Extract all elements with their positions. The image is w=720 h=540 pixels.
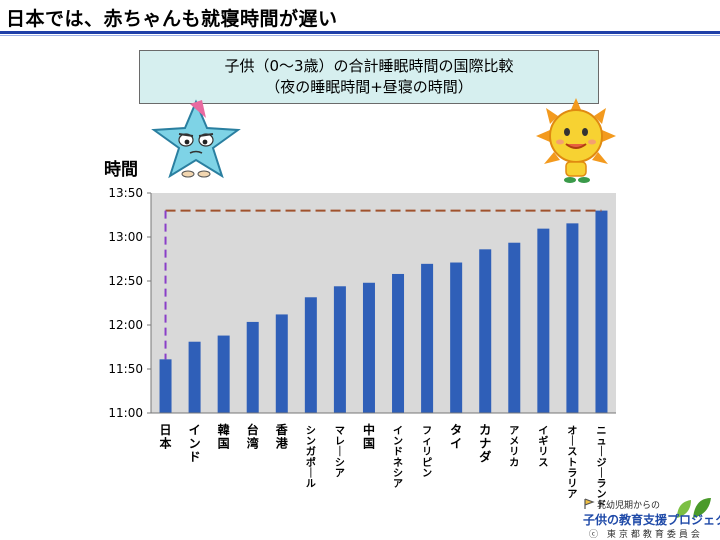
x-tick-label: フィリピン: [422, 425, 432, 479]
bar: [479, 249, 492, 413]
chart-title-line1: 子供（0〜3歳）の合計睡眠時間の国際比較: [224, 57, 514, 75]
y-axis: 11:00 11:50 12:00 12:50 13:00 13:50: [108, 186, 152, 420]
sun-mascot-icon: [536, 98, 616, 183]
tokyo-education-logo: 乳幼児期からの 子供の教育支援プロジェクト ⓒ 東京都教育委員会: [583, 496, 720, 540]
bar: [392, 273, 405, 413]
bar: [304, 297, 317, 413]
bar: [537, 228, 550, 413]
bars: [151, 210, 616, 414]
logo-line1: 乳幼児期からの: [597, 501, 661, 511]
bar: [217, 335, 230, 413]
reference-line: [164, 209, 602, 360]
x-tick-label: 香港: [275, 422, 289, 451]
y-axis-title: 時間: [104, 160, 138, 180]
chart-title-box: 子供（0〜3歳）の合計睡眠時間の国際比較 （夜の睡眠時間+昼寝の時間）: [139, 50, 599, 104]
x-tick-label: インドネシア: [393, 425, 403, 490]
leaf-icon: [677, 498, 711, 518]
logo-line2: 子供の教育支援プロジェクト: [583, 513, 720, 527]
bar: [450, 262, 463, 413]
bar: [566, 223, 579, 413]
x-tick-label: タイ: [450, 423, 462, 451]
title-underline: [0, 31, 720, 34]
x-tick-label: シンガポ｜ル: [306, 425, 316, 490]
x-tick-label: 中国: [363, 422, 375, 451]
bar: [421, 263, 434, 413]
chart-title-line2: （夜の睡眠時間+昼寝の時間）: [265, 78, 473, 96]
x-tick-label: イギリス: [538, 425, 548, 469]
bar: [508, 242, 521, 413]
x-tick-label: オ｜ストラリア: [567, 425, 577, 501]
x-tick-label: 韓国: [218, 422, 230, 451]
bar: [333, 286, 346, 413]
bar: [246, 321, 259, 413]
x-tick-label: 日本: [160, 423, 172, 451]
bar: [159, 359, 172, 413]
x-tick-label: インド: [189, 423, 201, 464]
bar: [595, 210, 608, 413]
y-tick-label: 13:50: [108, 186, 143, 200]
y-tick-label: 11:00: [108, 406, 143, 420]
slide-title: 日本では、赤ちゃんも就寝時間が遅い: [6, 8, 338, 30]
y-tick-label: 13:00: [108, 230, 143, 244]
star-mascot-icon: [151, 99, 241, 179]
bar: [275, 314, 288, 413]
x-tick-label: 台湾: [247, 422, 259, 451]
bar: [188, 341, 201, 413]
x-tick-label: アメリカ: [509, 425, 519, 469]
x-tick-label: カナダ: [479, 423, 491, 464]
x-tick-label: マレ｜シア: [335, 426, 345, 479]
y-tick-label: 11:50: [108, 362, 143, 376]
y-tick-label: 12:00: [108, 318, 143, 332]
title-underline-thin: [0, 35, 720, 36]
y-tick-label: 12:50: [108, 274, 143, 288]
flag-icon: [584, 498, 595, 509]
x-tick-label: ニュ｜ジ｜ランド: [596, 426, 606, 511]
bar: [362, 282, 375, 413]
logo-line3: ⓒ 東京都教育委員会: [589, 530, 703, 540]
